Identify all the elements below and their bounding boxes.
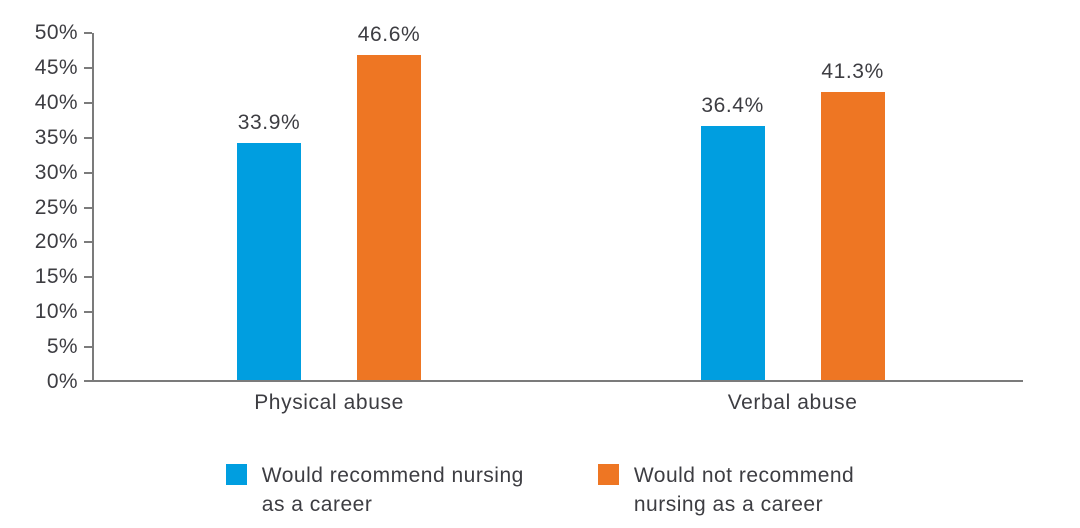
bar-group-verbal-abuse: 36.4% 41.3% (700, 59, 885, 380)
legend-label: Would not recommend nursing as a career (633, 464, 855, 516)
y-axis-tick (84, 32, 92, 34)
category-label: Verbal abuse (727, 391, 858, 414)
legend-swatch (597, 464, 619, 485)
y-tick-label: 5% (46, 335, 78, 359)
y-tick-label: 15% (34, 265, 78, 289)
y-tick-label: 35% (34, 125, 78, 149)
y-axis-tick (84, 66, 92, 69)
bar-value-label: 41.3% (821, 59, 884, 83)
legend-swatch (225, 464, 247, 485)
bar (237, 143, 302, 380)
y-axis-tick (84, 101, 92, 104)
y-tick-label: 10% (34, 300, 78, 324)
bar-column: 36.4% (700, 93, 765, 380)
bar (820, 91, 885, 380)
bar-group-physical-abuse: 33.9% 46.6% (237, 22, 422, 380)
bar-column: 33.9% (237, 111, 302, 380)
category-label: Physical abuse (254, 391, 404, 414)
legend-item: Would recommend nursing as a career (225, 461, 524, 519)
bar (700, 125, 765, 380)
y-tick-label: 30% (34, 160, 78, 184)
y-tick-label: 0% (46, 370, 78, 393)
y-axis-tick (84, 206, 92, 209)
bar-value-label: 36.4% (701, 93, 764, 117)
bar-column: 46.6% (357, 22, 422, 380)
y-axis-tick (84, 311, 92, 314)
y-tick-label: 25% (34, 195, 78, 219)
legend: Would recommend nursing as a career Would … (0, 461, 1080, 519)
legend-label: Would recommend nursing as a career (261, 464, 524, 516)
y-tick-label: 50% (34, 21, 78, 44)
bar-value-label: 33.9% (237, 111, 301, 135)
y-tick-label: 45% (34, 55, 78, 79)
legend-item: Would not recommend nursing as a career (597, 461, 855, 519)
y-axis-tick (84, 171, 92, 174)
y-tick-label: 20% (34, 230, 78, 254)
y-axis-tick (84, 346, 92, 349)
y-axis-tick (84, 136, 92, 139)
y-axis-tick (84, 380, 92, 382)
y-axis-tick (84, 276, 92, 279)
y-axis-tick (84, 241, 92, 244)
bar-value-label: 46.6% (357, 22, 421, 46)
plot-area: 33.9% 46.6% Physical abuse 36.4% 41.3% Verbal… (84, 23, 1023, 414)
y-tick-label: 40% (34, 90, 78, 114)
bar (357, 54, 422, 380)
bar-column: 41.3% (820, 59, 885, 380)
y-axis-labels: 0% 5% 10% 15% 20% 25% 30% 35% 40% 45% 50% (0, 21, 78, 393)
